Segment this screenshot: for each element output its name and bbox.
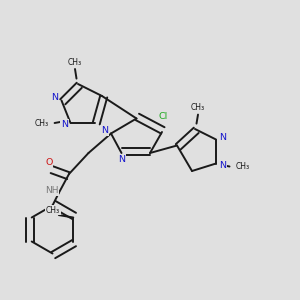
Text: CH₃: CH₃ — [46, 206, 60, 215]
Text: N: N — [219, 160, 226, 169]
Text: N: N — [61, 120, 68, 129]
Text: N: N — [118, 155, 125, 164]
Text: Cl: Cl — [159, 112, 168, 121]
Text: N: N — [101, 126, 108, 135]
Text: CH₃: CH₃ — [34, 118, 49, 127]
Text: NH: NH — [45, 186, 59, 195]
Text: N: N — [51, 93, 58, 102]
Text: O: O — [45, 158, 52, 167]
Text: CH₃: CH₃ — [68, 58, 82, 67]
Text: CH₃: CH₃ — [236, 162, 250, 171]
Text: CH₃: CH₃ — [191, 103, 205, 112]
Text: N: N — [219, 133, 226, 142]
